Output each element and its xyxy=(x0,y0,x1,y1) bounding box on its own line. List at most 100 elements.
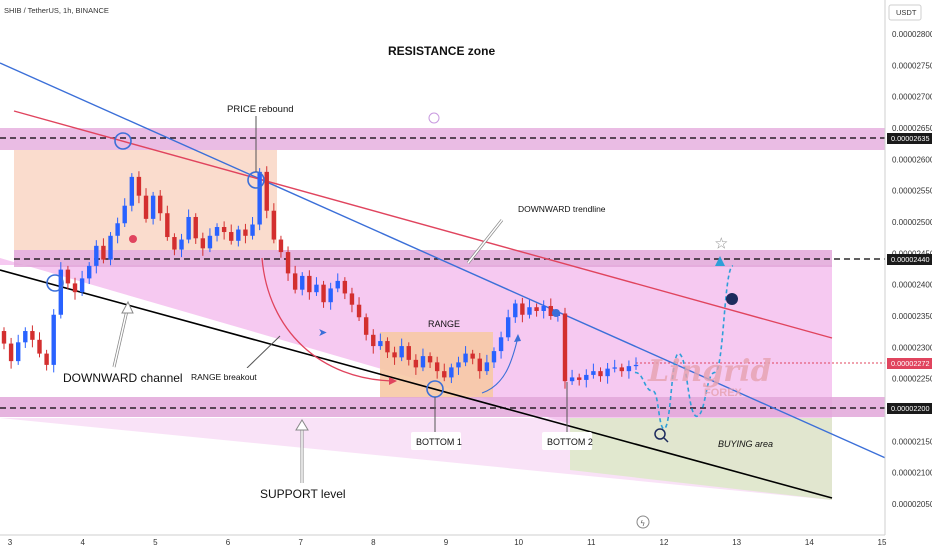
range-label: RANGE xyxy=(428,319,460,329)
candle-body xyxy=(314,284,319,293)
candle-body xyxy=(541,305,546,311)
candle xyxy=(619,363,624,377)
lightning-icon-glyph: ϟ xyxy=(640,519,645,528)
candle xyxy=(520,297,525,323)
alert-icon[interactable] xyxy=(428,112,440,124)
candle-body xyxy=(158,195,163,214)
candle xyxy=(378,333,383,350)
support-level-arrow xyxy=(295,419,309,483)
touch-circle-1 xyxy=(114,132,132,150)
x-axis[interactable]: 3 4 5 6 7 8 9 10 11 12 13 14 15 xyxy=(0,534,932,550)
tag-level-top: 0.00002635 xyxy=(891,134,930,143)
candle-body xyxy=(605,368,610,377)
candle xyxy=(214,223,220,242)
candle-body xyxy=(214,227,220,236)
candle xyxy=(477,352,482,379)
y-tick-label: 0.00002550 xyxy=(892,187,932,196)
y-tick-label: 0.00002300 xyxy=(892,343,932,352)
candle-body xyxy=(520,303,525,315)
candle-body xyxy=(307,275,312,293)
candle-body xyxy=(456,362,461,368)
candle-body xyxy=(172,237,177,250)
x-tick-label: 4 xyxy=(80,538,85,547)
candle-body xyxy=(491,351,497,363)
candle xyxy=(172,233,177,256)
candle-body xyxy=(30,331,35,340)
candle-body xyxy=(371,334,376,347)
y-tick-label: 0.00002500 xyxy=(892,218,932,227)
candle xyxy=(449,363,454,384)
candle xyxy=(598,367,603,382)
candle-body xyxy=(505,317,511,338)
candle-body xyxy=(250,224,255,236)
candle-body xyxy=(406,346,411,360)
candle xyxy=(399,338,404,362)
candle-body xyxy=(534,307,539,311)
candle-body xyxy=(584,374,589,380)
candle xyxy=(236,225,241,247)
candle-body xyxy=(264,171,269,211)
candle-body xyxy=(23,331,28,343)
candle xyxy=(456,356,461,375)
candle xyxy=(584,369,589,388)
candle-body xyxy=(470,353,475,359)
candle xyxy=(186,209,191,244)
candle xyxy=(371,329,376,354)
candle xyxy=(505,309,511,342)
range-breakout-label: RANGE breakout xyxy=(191,372,257,382)
candle xyxy=(122,198,127,228)
tag-level-top-bg xyxy=(887,133,932,144)
tag-current-bg xyxy=(887,358,932,369)
candle xyxy=(612,359,617,373)
touch-circle-3 xyxy=(46,274,64,292)
tag-level-mid: 0.00002440 xyxy=(891,255,930,264)
candle xyxy=(44,349,49,371)
tag-level-support-bg xyxy=(887,403,932,414)
bottom1-label: BOTTOM 1 xyxy=(416,437,462,447)
candle xyxy=(271,203,277,244)
candle-body xyxy=(477,358,482,372)
candle xyxy=(527,299,532,319)
candle-body xyxy=(335,280,340,289)
candle-body xyxy=(72,283,78,293)
symbol-title: SHIB / TetherUS, 1h, BINANCE xyxy=(4,6,109,15)
candle-body xyxy=(513,303,518,318)
candle xyxy=(23,327,28,348)
range-breakout-box xyxy=(186,368,252,384)
price-rebound-box xyxy=(222,100,289,116)
star-icon: ★ xyxy=(715,236,728,252)
watermark-sub: FOREX xyxy=(704,387,743,399)
y-tick-label: 0.00002800 xyxy=(892,30,932,39)
y-tick-label: 0.00002100 xyxy=(892,469,932,478)
mid-level-band xyxy=(14,250,832,267)
tag-current: 0.00002272 xyxy=(891,359,930,368)
candle-body xyxy=(633,364,639,367)
candle-body xyxy=(236,229,241,241)
x-tick-label: 13 xyxy=(732,538,741,547)
lightning-icon[interactable] xyxy=(636,515,650,529)
y-axis[interactable]: USDT 0.00002800 0.00002750 0.00002700 0.000… xyxy=(884,0,932,550)
x-tick-label: 11 xyxy=(587,538,596,547)
candle-body xyxy=(612,367,617,369)
x-axis-background xyxy=(0,535,932,550)
candle-body xyxy=(292,273,298,290)
downward-trendline-arrow xyxy=(466,219,504,264)
candle-body xyxy=(619,367,624,372)
range-breakout-pointer xyxy=(246,335,281,369)
candle xyxy=(129,173,135,212)
candle xyxy=(605,363,610,384)
candle xyxy=(143,188,149,223)
y-tick-label: 0.00002650 xyxy=(892,124,932,133)
candle-body xyxy=(598,371,603,377)
candle-body xyxy=(378,341,383,347)
candle xyxy=(1,327,7,350)
candle xyxy=(591,363,596,379)
currency-label-box[interactable] xyxy=(888,4,922,21)
candle xyxy=(541,300,546,319)
candle-body xyxy=(278,239,284,253)
candle-body xyxy=(257,171,262,225)
candle-body xyxy=(129,176,135,206)
candle xyxy=(108,232,113,266)
candle xyxy=(101,238,106,264)
